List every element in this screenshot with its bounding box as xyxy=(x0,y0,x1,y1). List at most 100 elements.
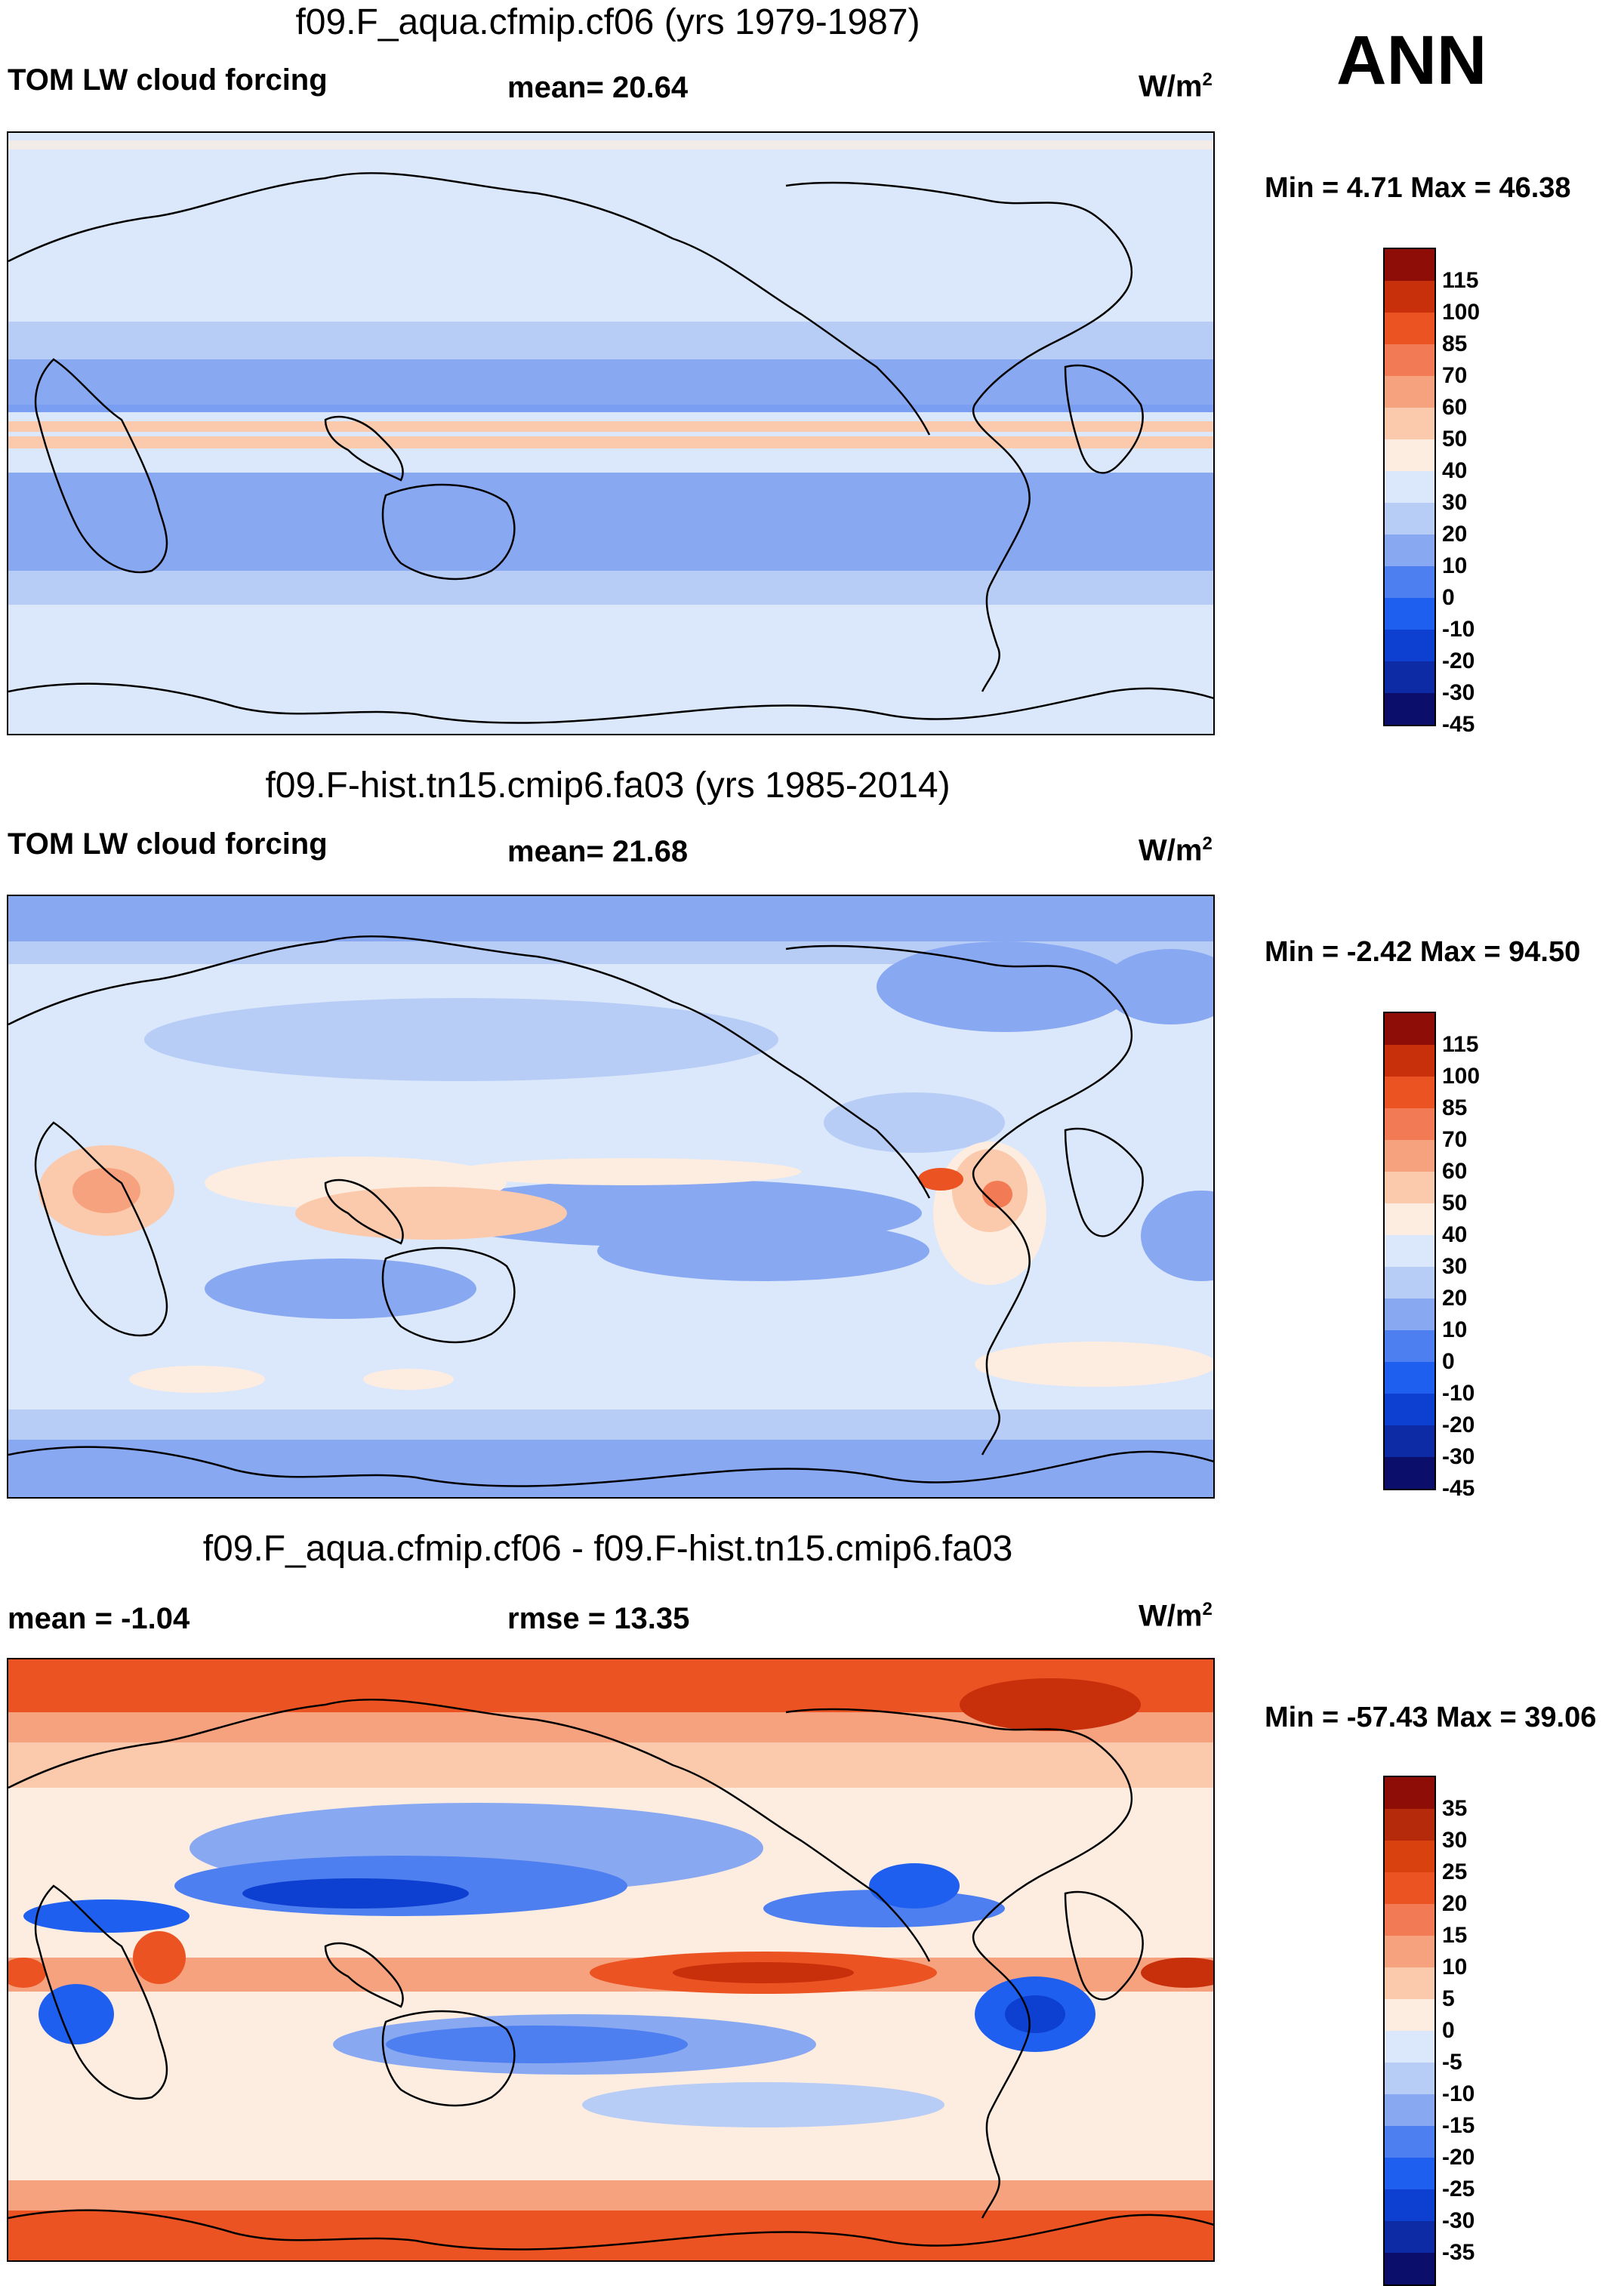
colorbar-segment xyxy=(1385,1140,1434,1172)
panel-2-colorbar xyxy=(1383,1012,1436,1490)
colorbar-tick-label: 15 xyxy=(1442,1923,1468,1948)
colorbar-segment xyxy=(1385,2126,1434,2158)
colorbar-tick-label: 85 xyxy=(1442,1095,1468,1120)
colorbar-tick-label: 100 xyxy=(1442,1064,1481,1089)
colorbar-segment xyxy=(1385,503,1434,535)
colorbar-tick-label: 0 xyxy=(1442,1349,1455,1374)
panel-2-left-label: TOM LW cloud forcing xyxy=(8,827,328,861)
colorbar-segment xyxy=(1385,1362,1434,1394)
panel-1-center-label: mean= 20.64 xyxy=(507,71,689,104)
colorbar-segment xyxy=(1385,566,1434,598)
panel-1-left-label: TOM LW cloud forcing xyxy=(8,63,328,97)
colorbar-segment xyxy=(1385,439,1434,471)
colorbar-tick-label: 20 xyxy=(1442,1891,1468,1916)
colorbar-segment xyxy=(1385,535,1434,566)
colorbar-segment xyxy=(1385,598,1434,630)
colorbar-tick-label: -30 xyxy=(1442,1444,1475,1469)
colorbar-segment xyxy=(1385,471,1434,503)
colorbar-segment xyxy=(1385,281,1434,313)
colorbar-segment xyxy=(1385,249,1434,281)
colorbar-tick-label: 35 xyxy=(1442,1796,1468,1821)
panel-3-case-title: f09.F_aqua.cfmip.cf06 - f09.F-hist.tn15.… xyxy=(202,1529,1013,1569)
panel-1-case-title: f09.F_aqua.cfmip.cf06 (yrs 1979-1987) xyxy=(295,2,920,42)
colorbar-tick-label: 70 xyxy=(1442,363,1468,388)
colorbar-segment xyxy=(1385,1077,1434,1108)
panel-1-field xyxy=(8,133,1213,734)
panel-2-coastlines xyxy=(8,935,1213,1487)
colorbar-tick-label: 115 xyxy=(1442,1032,1479,1057)
colorbar-tick-label: 30 xyxy=(1442,1828,1468,1853)
colorbar-tick-label: -30 xyxy=(1442,680,1475,705)
colorbar-tick-label: -10 xyxy=(1442,1381,1475,1406)
colorbar-segment xyxy=(1385,2253,1434,2284)
colorbar-segment xyxy=(1385,2221,1434,2253)
colorbar-tick-label: -10 xyxy=(1442,617,1475,642)
panel-3-coastlines xyxy=(8,1699,1213,2251)
colorbar-segment xyxy=(1385,1777,1434,1809)
panel-1-map xyxy=(7,131,1215,735)
colorbar-tick-label: 70 xyxy=(1442,1127,1468,1152)
colorbar-tick-label: 50 xyxy=(1442,427,1468,451)
panel-2-minmax: Min = -2.42 Max = 94.50 xyxy=(1265,936,1581,968)
colorbar-tick-label: 60 xyxy=(1442,395,1468,420)
colorbar-segment xyxy=(1385,1841,1434,1872)
colorbar-tick-label: 30 xyxy=(1442,490,1468,515)
colorbar-tick-label: 115 xyxy=(1442,268,1479,293)
colorbar-segment xyxy=(1385,1904,1434,1936)
colorbar-segment xyxy=(1385,344,1434,376)
colorbar-tick-label: 10 xyxy=(1442,1317,1468,1342)
panel-2-units: W/m2 xyxy=(1139,833,1213,867)
panel-3-field xyxy=(8,1659,1213,2260)
colorbar-segment xyxy=(1385,1299,1434,1330)
colorbar-tick-label: 5 xyxy=(1442,1986,1455,2011)
colorbar-segment xyxy=(1385,2189,1434,2221)
colorbar-segment xyxy=(1385,1013,1434,1045)
colorbar-segment xyxy=(1385,1872,1434,1904)
colorbar-tick-label: -45 xyxy=(1442,1476,1475,1501)
panel-3-units: W/m2 xyxy=(1139,1599,1213,1633)
panel-1-minmax: Min = 4.71 Max = 46.38 xyxy=(1265,172,1571,204)
colorbar-tick-label: 40 xyxy=(1442,1222,1468,1247)
colorbar-tick-label: -20 xyxy=(1442,649,1475,673)
panel-1-colorbar-box xyxy=(1383,248,1436,726)
colorbar-segment xyxy=(1385,1330,1434,1362)
panel-3-colorbar-box xyxy=(1383,1776,1436,2286)
colorbar-tick-label: -35 xyxy=(1442,2240,1475,2265)
colorbar-segment xyxy=(1385,1967,1434,1999)
colorbar-segment xyxy=(1385,1457,1434,1489)
colorbar-tick-label: 20 xyxy=(1442,1286,1468,1311)
colorbar-tick-label: -5 xyxy=(1442,2050,1462,2075)
colorbar-segment xyxy=(1385,1172,1434,1203)
colorbar-tick-label: 30 xyxy=(1442,1254,1468,1279)
panel-3-colorbar xyxy=(1383,1776,1436,2286)
colorbar-segment xyxy=(1385,2094,1434,2126)
panel-2-center-label: mean= 21.68 xyxy=(507,835,689,868)
colorbar-tick-label: 0 xyxy=(1442,2018,1455,2043)
colorbar-tick-label: 20 xyxy=(1442,522,1468,547)
colorbar-segment xyxy=(1385,2031,1434,2063)
panel-2-map xyxy=(7,895,1215,1499)
panel-3-minmax: Min = -57.43 Max = 39.06 xyxy=(1265,1702,1597,1733)
colorbar-segment xyxy=(1385,2158,1434,2189)
colorbar-tick-label: 50 xyxy=(1442,1191,1468,1215)
colorbar-segment xyxy=(1385,1425,1434,1457)
panel-1-colorbar xyxy=(1383,248,1436,726)
colorbar-tick-label: 0 xyxy=(1442,585,1455,610)
panel-2-colorbar-box xyxy=(1383,1012,1436,1490)
colorbar-segment xyxy=(1385,1809,1434,1841)
colorbar-tick-label: -10 xyxy=(1442,2081,1475,2106)
panel-1-units: W/m2 xyxy=(1139,69,1213,103)
colorbar-segment xyxy=(1385,1235,1434,1267)
colorbar-tick-label: 100 xyxy=(1442,300,1481,325)
panel-2-field xyxy=(8,896,1213,1497)
colorbar-tick-label: 10 xyxy=(1442,553,1468,578)
colorbar-tick-label: 10 xyxy=(1442,1955,1468,1979)
colorbar-tick-label: -25 xyxy=(1442,2177,1475,2201)
colorbar-segment xyxy=(1385,1394,1434,1425)
panel-3-left-label: mean = -1.04 xyxy=(8,1602,190,1635)
colorbar-segment xyxy=(1385,693,1434,725)
colorbar-segment xyxy=(1385,1108,1434,1140)
panel-3-map xyxy=(7,1658,1215,2262)
season-label: ANN xyxy=(1336,22,1487,99)
colorbar-segment xyxy=(1385,661,1434,693)
